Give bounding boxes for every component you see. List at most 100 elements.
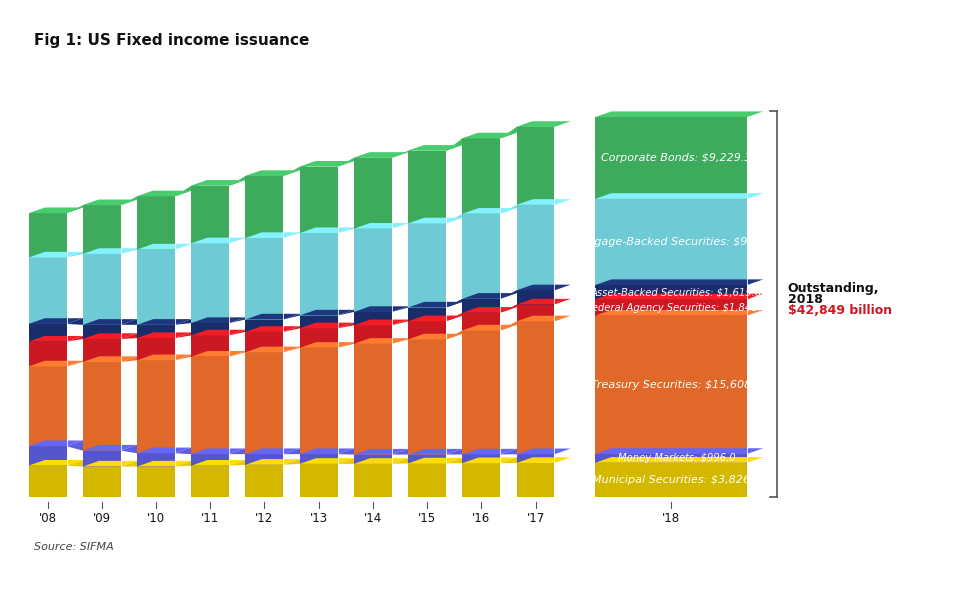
Polygon shape xyxy=(246,326,300,332)
FancyBboxPatch shape xyxy=(463,214,500,299)
FancyBboxPatch shape xyxy=(595,316,747,454)
Polygon shape xyxy=(246,459,300,465)
Polygon shape xyxy=(338,320,370,329)
Text: '17: '17 xyxy=(527,512,545,525)
Polygon shape xyxy=(83,445,137,451)
FancyBboxPatch shape xyxy=(517,304,555,322)
FancyBboxPatch shape xyxy=(517,454,555,463)
FancyBboxPatch shape xyxy=(28,366,67,446)
FancyBboxPatch shape xyxy=(408,339,446,454)
Polygon shape xyxy=(463,208,517,214)
Polygon shape xyxy=(300,161,354,167)
FancyBboxPatch shape xyxy=(137,453,175,467)
Polygon shape xyxy=(137,448,192,453)
Polygon shape xyxy=(338,338,370,348)
Text: Fig 1: US Fixed income issuance: Fig 1: US Fixed income issuance xyxy=(34,32,309,48)
Polygon shape xyxy=(463,324,517,330)
Polygon shape xyxy=(137,319,192,325)
Polygon shape xyxy=(121,355,153,362)
Polygon shape xyxy=(67,318,99,325)
Polygon shape xyxy=(121,461,153,467)
Polygon shape xyxy=(229,314,261,323)
FancyBboxPatch shape xyxy=(354,229,392,312)
FancyBboxPatch shape xyxy=(354,312,392,325)
Polygon shape xyxy=(83,248,137,254)
Polygon shape xyxy=(137,461,192,467)
Polygon shape xyxy=(83,199,137,205)
Polygon shape xyxy=(137,244,192,250)
FancyBboxPatch shape xyxy=(246,465,284,497)
Polygon shape xyxy=(338,448,370,454)
FancyBboxPatch shape xyxy=(408,463,446,497)
FancyBboxPatch shape xyxy=(463,463,500,497)
Polygon shape xyxy=(392,458,424,464)
Polygon shape xyxy=(175,317,207,325)
FancyBboxPatch shape xyxy=(595,199,747,285)
Polygon shape xyxy=(354,449,408,454)
Text: '16: '16 xyxy=(472,512,491,525)
FancyBboxPatch shape xyxy=(28,324,67,342)
FancyBboxPatch shape xyxy=(408,307,446,322)
FancyBboxPatch shape xyxy=(408,454,446,463)
Text: Municipal Securities: $3,826.2: Municipal Securities: $3,826.2 xyxy=(592,475,761,485)
Polygon shape xyxy=(67,356,99,366)
FancyBboxPatch shape xyxy=(246,176,284,238)
Text: Federal Agency Securities: $1,841.6: Federal Agency Securities: $1,841.6 xyxy=(586,303,767,313)
Polygon shape xyxy=(517,284,571,290)
Polygon shape xyxy=(284,161,316,176)
FancyBboxPatch shape xyxy=(192,466,229,497)
Polygon shape xyxy=(300,448,354,454)
FancyBboxPatch shape xyxy=(83,339,121,362)
Polygon shape xyxy=(408,145,463,151)
Polygon shape xyxy=(67,248,99,257)
FancyBboxPatch shape xyxy=(246,352,284,454)
Polygon shape xyxy=(121,445,153,453)
Polygon shape xyxy=(338,458,370,464)
Polygon shape xyxy=(595,448,763,454)
FancyBboxPatch shape xyxy=(28,466,67,497)
FancyBboxPatch shape xyxy=(246,454,284,465)
Text: $42,849 billion: $42,849 billion xyxy=(788,304,892,317)
FancyBboxPatch shape xyxy=(300,329,338,348)
Polygon shape xyxy=(83,333,137,339)
Polygon shape xyxy=(67,441,99,451)
FancyBboxPatch shape xyxy=(192,454,229,466)
FancyBboxPatch shape xyxy=(246,320,284,332)
FancyBboxPatch shape xyxy=(137,325,175,338)
Polygon shape xyxy=(246,232,300,238)
Polygon shape xyxy=(284,448,316,454)
Polygon shape xyxy=(595,310,763,316)
Polygon shape xyxy=(192,180,246,186)
Polygon shape xyxy=(284,310,316,320)
Polygon shape xyxy=(67,333,99,342)
Polygon shape xyxy=(137,191,192,196)
Polygon shape xyxy=(500,284,532,299)
Polygon shape xyxy=(300,323,354,329)
Polygon shape xyxy=(229,459,261,466)
Polygon shape xyxy=(229,346,261,357)
Polygon shape xyxy=(300,458,354,464)
FancyBboxPatch shape xyxy=(408,224,446,307)
FancyBboxPatch shape xyxy=(354,158,392,229)
FancyBboxPatch shape xyxy=(83,467,121,497)
Text: '13: '13 xyxy=(310,512,328,525)
Polygon shape xyxy=(246,448,300,454)
FancyBboxPatch shape xyxy=(595,285,747,299)
FancyBboxPatch shape xyxy=(408,151,446,224)
Text: 2018: 2018 xyxy=(788,293,823,306)
Text: Asset-Backed Securities: $1,615.6: Asset-Backed Securities: $1,615.6 xyxy=(590,287,762,297)
Polygon shape xyxy=(192,238,246,243)
Text: '15: '15 xyxy=(418,512,437,525)
FancyBboxPatch shape xyxy=(83,451,121,467)
FancyBboxPatch shape xyxy=(192,323,229,336)
Polygon shape xyxy=(446,208,478,224)
Polygon shape xyxy=(408,334,463,339)
FancyBboxPatch shape xyxy=(300,348,338,454)
FancyBboxPatch shape xyxy=(137,360,175,453)
Polygon shape xyxy=(246,171,300,176)
FancyBboxPatch shape xyxy=(246,238,284,320)
FancyBboxPatch shape xyxy=(83,325,121,339)
Text: '14: '14 xyxy=(364,512,382,525)
FancyBboxPatch shape xyxy=(300,454,338,464)
Polygon shape xyxy=(446,133,478,151)
